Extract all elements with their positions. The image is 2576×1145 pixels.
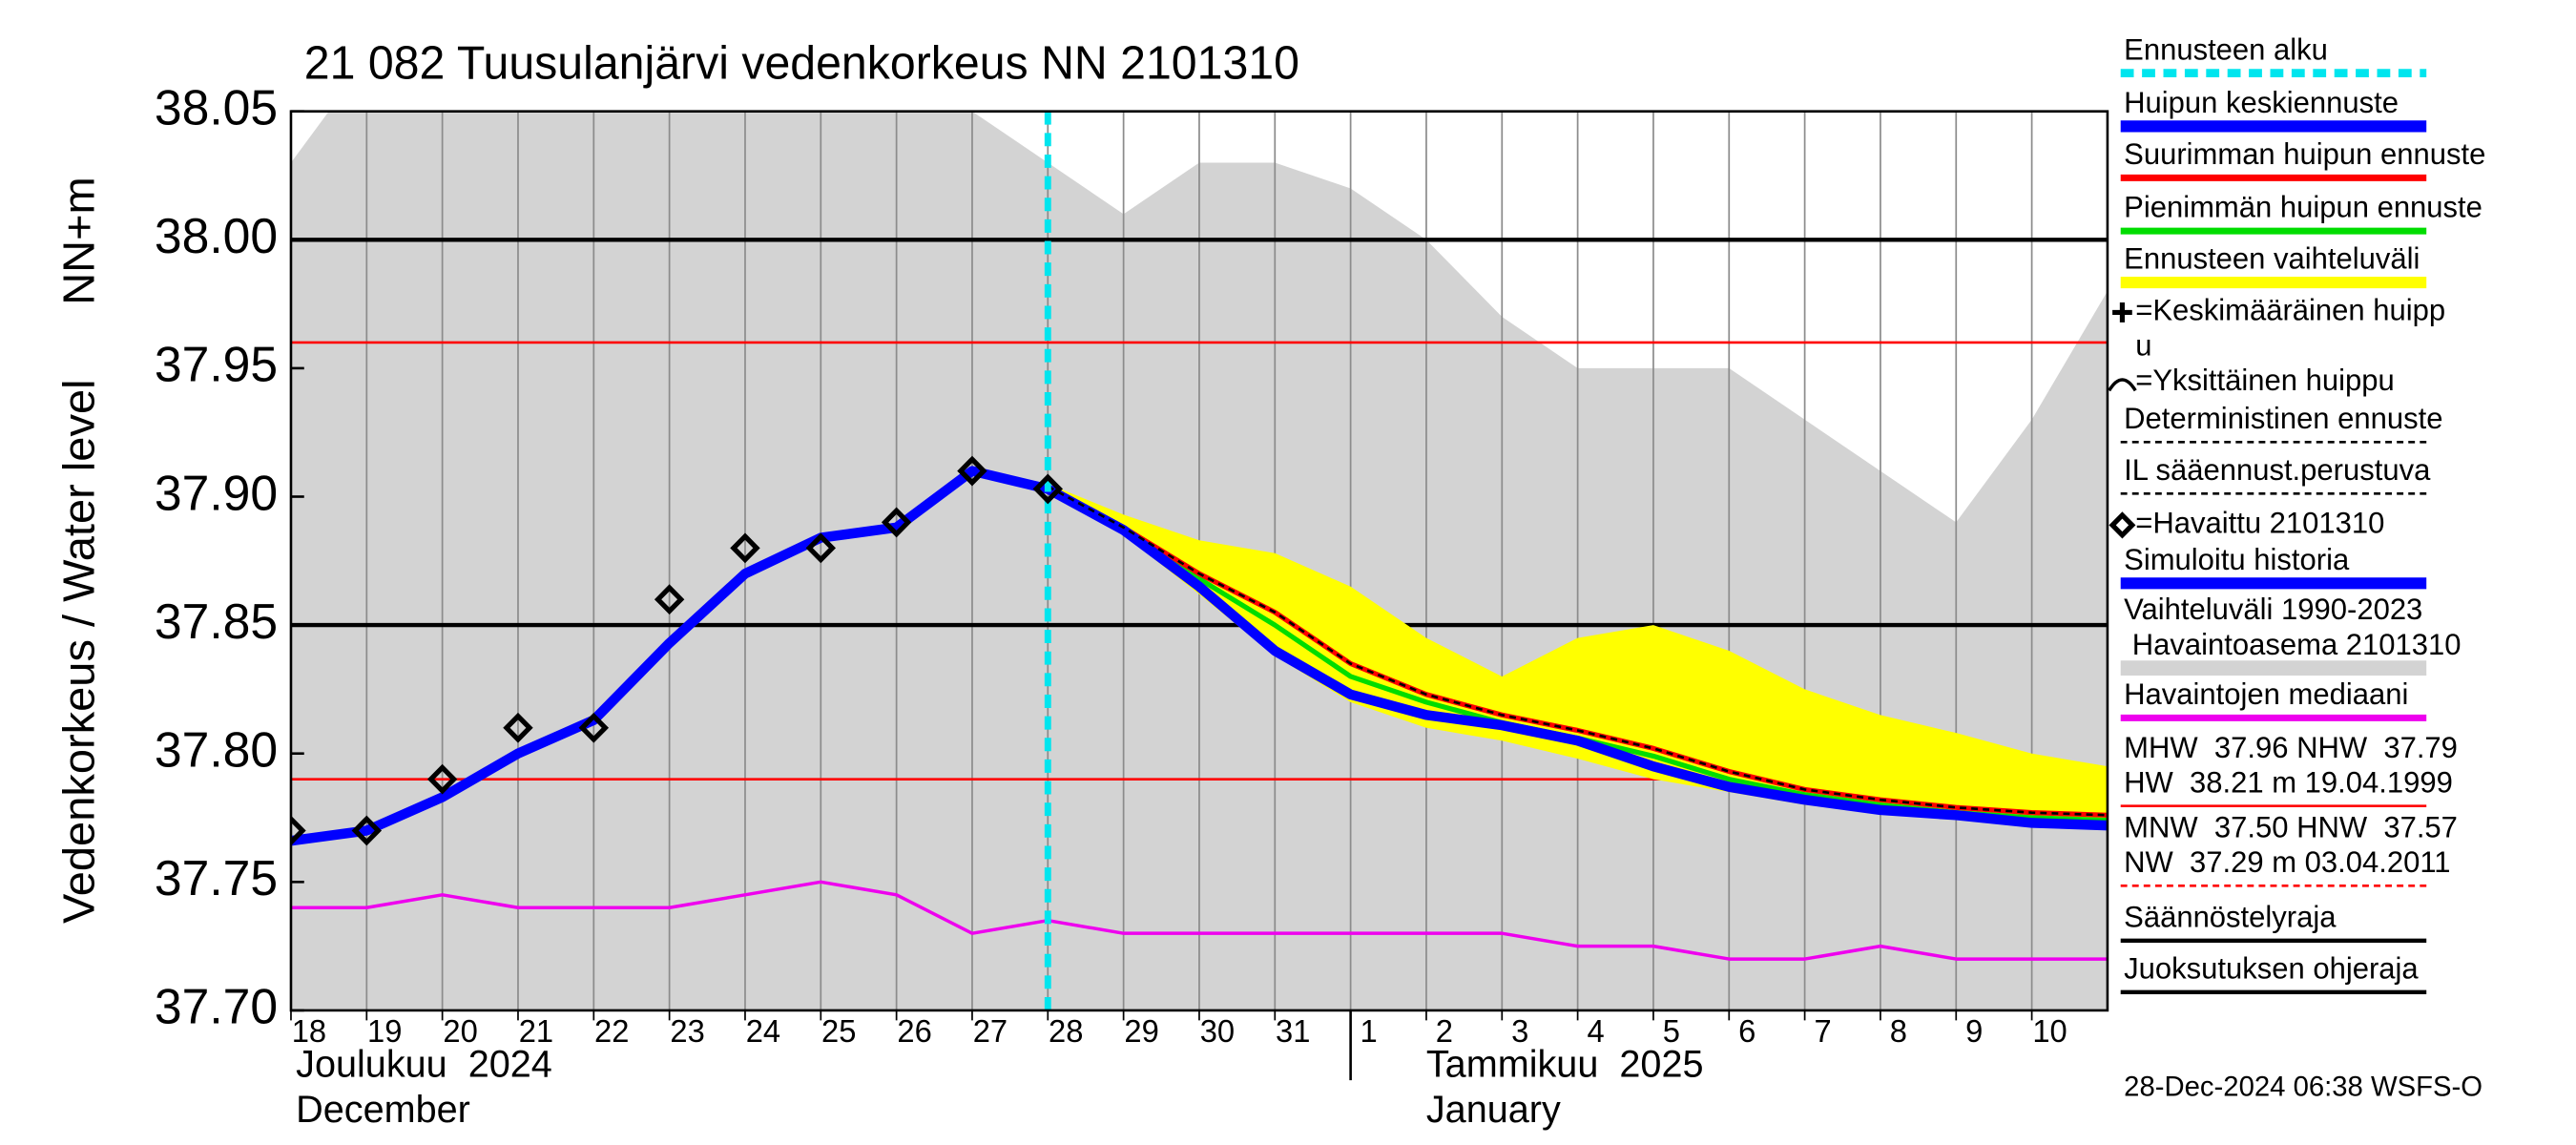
plot-area <box>290 111 2108 1010</box>
x-tick-label: 29 <box>1124 1013 1158 1049</box>
x-tick-label: 4 <box>1587 1013 1604 1049</box>
chart-title: 21 082 Tuusulanjärvi vedenkorkeus NN 210… <box>304 37 1299 89</box>
legend-label: Juoksutuksen ohjeraja <box>2124 951 2419 985</box>
legend-icon <box>2108 378 2137 392</box>
legend-label: MNW 37.50 HNW 37.57 <box>2124 810 2458 843</box>
legend-label: HW 38.21 m 19.04.1999 <box>2124 765 2453 799</box>
x-tick-label: 20 <box>443 1013 477 1049</box>
series-line <box>290 880 2108 961</box>
y-tick-label: 37.75 <box>155 851 278 906</box>
observed-marker <box>290 815 306 846</box>
month-label: December <box>296 1089 470 1131</box>
x-tick-label: 7 <box>1814 1013 1831 1049</box>
legend-label: =Yksittäinen huippu <box>2135 364 2394 397</box>
observed-marker <box>426 763 458 795</box>
y-tick-label: 37.70 <box>155 979 278 1034</box>
x-tick-label: 26 <box>897 1013 931 1049</box>
timestamp: 28-Dec-2024 06:38 WSFS-O <box>2124 1071 2483 1102</box>
month-label: Joulukuu 2024 <box>296 1044 552 1086</box>
legend-label: Ennusteen alku <box>2124 32 2328 66</box>
legend-label: =Havaittu 2101310 <box>2135 506 2384 539</box>
observed-marker <box>957 455 987 487</box>
x-tick-label: 21 <box>519 1013 553 1049</box>
x-tick-label: 19 <box>367 1013 402 1049</box>
observed-marker <box>1032 473 1064 505</box>
legend-label: Simuloitu historia <box>2124 543 2350 576</box>
axes: 37.70 37.75 37.80 37.85 37.90 37.95 38.00 38.05… <box>155 32 2486 1131</box>
observed-marker <box>578 712 610 743</box>
legend-icon <box>2112 302 2132 323</box>
legend-label: NW 37.29 m 03.04.2011 <box>2124 845 2450 879</box>
x-tick-label: 23 <box>670 1013 704 1049</box>
x-tick-label: 27 <box>973 1013 1008 1049</box>
x-tick-label: 9 <box>1965 1013 1983 1049</box>
month-label: January <box>1426 1089 1561 1131</box>
x-tick-label: 3 <box>1511 1013 1528 1049</box>
thick-line <box>290 466 1049 846</box>
month-label: Tammikuu 2025 <box>1426 1044 1704 1086</box>
x-tick-label: 8 <box>1890 1013 1907 1049</box>
x-tick-label: 30 <box>1200 1013 1235 1049</box>
x-tick-label: 5 <box>1663 1013 1680 1049</box>
legend-label: Havaintojen mediaani <box>2124 677 2408 711</box>
legend-label: u <box>2135 328 2151 362</box>
legend-label: IL sääennust.perustuva <box>2124 453 2431 487</box>
y-tick-label: 37.85 <box>155 594 278 650</box>
legend-label: Säännöstelyraja <box>2124 900 2337 933</box>
legend-icon <box>2109 511 2136 539</box>
legend-label: =Keskimääräinen huipp <box>2135 294 2445 327</box>
x-tick-label: 1 <box>1360 1013 1377 1049</box>
x-tick-label: 6 <box>1738 1013 1755 1049</box>
x-tick-label: 18 <box>292 1013 326 1049</box>
observed-marker <box>730 532 760 564</box>
legend-label: Suurimman huipun ennuste <box>2124 137 2485 171</box>
y-tick-label: 37.90 <box>155 466 278 521</box>
legend-label: Ennusteen vaihteluväli <box>2124 242 2420 276</box>
x-tick-label: 31 <box>1276 1013 1310 1049</box>
x-tick-label: 24 <box>746 1013 780 1049</box>
observed-marker <box>351 815 383 846</box>
legend-label: MHW 37.96 NHW 37.79 <box>2124 731 2458 764</box>
legend-label: Pienimmän huipun ennuste <box>2124 191 2483 224</box>
x-tick-label: 22 <box>594 1013 629 1049</box>
x-tick-label: 10 <box>2032 1013 2067 1049</box>
forecast-band <box>1048 484 2108 826</box>
observed-marker <box>881 507 912 538</box>
legend-label: Havaintoasema 2101310 <box>2124 628 2461 661</box>
observed-marker <box>805 532 837 564</box>
legend-label: Deterministinen ennuste <box>2124 402 2442 435</box>
y-tick-label: 37.80 <box>155 722 278 778</box>
observed-marker <box>503 712 533 743</box>
x-tick-label: 25 <box>821 1013 856 1049</box>
thick-line <box>1045 484 2108 831</box>
y-unit-label: NN+m <box>54 177 104 305</box>
y-axis-label: Vedenkorkeus / Water level <box>54 379 104 924</box>
y-tick-label: 37.95 <box>155 337 278 392</box>
dashed-line <box>1047 485 2108 817</box>
legend-label: Vaihteluväli 1990-2023 <box>2124 593 2422 626</box>
x-tick-label: 2 <box>1436 1013 1453 1049</box>
observed-marker <box>654 584 685 615</box>
x-tick-label: 28 <box>1049 1013 1083 1049</box>
y-tick-label: 38.00 <box>155 209 278 264</box>
legend-label: Huipun keskiennuste <box>2124 86 2399 119</box>
y-tick-label: 38.05 <box>155 80 278 135</box>
